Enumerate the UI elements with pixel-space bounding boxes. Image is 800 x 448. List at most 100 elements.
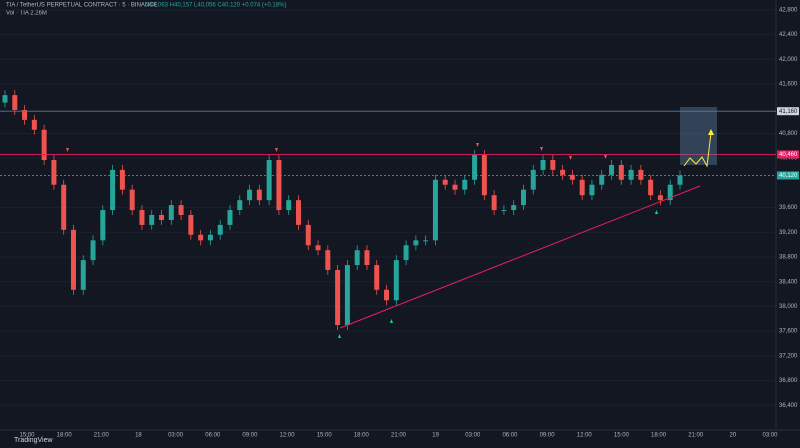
- x-tick-label: 06:00: [205, 433, 221, 439]
- x-tick-label: 18: [135, 433, 142, 439]
- candle-body: [423, 240, 429, 242]
- candle-body: [168, 205, 174, 220]
- current_price-label: 40,120: [779, 173, 798, 179]
- x-tick-label: 09:00: [540, 433, 556, 439]
- candle-body: [51, 160, 57, 185]
- x-tick-label: 18:00: [651, 433, 667, 439]
- current_price-tag: [777, 171, 799, 180]
- resistance-label: 40,460: [779, 152, 798, 158]
- candle-body: [110, 169, 116, 211]
- y-tick-label: 41,600: [779, 82, 798, 88]
- candle-body: [413, 240, 419, 246]
- volume-label: Vol · TIA 2.26M: [6, 11, 47, 17]
- y-tick-label: 36,400: [779, 403, 798, 409]
- candle-body: [530, 169, 536, 190]
- resistance-tag: [777, 150, 799, 159]
- projection-path: [683, 132, 712, 168]
- x-tick-label: 21:00: [391, 433, 407, 439]
- target_price-tag: [777, 107, 799, 116]
- candle-body: [325, 250, 331, 270]
- y-tick-label: 37,200: [779, 353, 798, 359]
- down-arrows: [66, 143, 607, 160]
- candle-body: [374, 265, 380, 290]
- candle-body: [256, 189, 262, 201]
- x-tick-label: 18:00: [354, 433, 370, 439]
- y-tick-label: 38,800: [779, 255, 798, 261]
- candle-body: [2, 95, 8, 103]
- candle-body: [22, 109, 28, 120]
- x-tick-label: 03:00: [465, 433, 481, 439]
- candle-body: [540, 160, 546, 170]
- y-tick-label: 42,400: [779, 32, 798, 38]
- x-tick-label: 21:00: [94, 433, 110, 439]
- candle-body: [61, 184, 67, 230]
- candle-body: [403, 245, 409, 261]
- candle-body: [100, 210, 106, 241]
- y-tick-label: 36,800: [779, 378, 798, 384]
- candle-body: [472, 155, 478, 180]
- candle-body: [364, 250, 370, 266]
- candle-body: [139, 210, 145, 225]
- candle-body: [599, 174, 605, 185]
- target_price-label: 41,160: [779, 109, 798, 115]
- candle-body: [237, 200, 243, 211]
- candle-body: [80, 260, 86, 290]
- ohlc-summary: O40,063 H40,157 L40,056 C40,120 +0.074 (…: [145, 3, 286, 9]
- candle-body: [677, 175, 683, 185]
- candle-body: [393, 260, 399, 301]
- candle-body: [188, 215, 194, 235]
- candle-body: [609, 164, 615, 175]
- x-tick-label: 15:00: [317, 433, 333, 439]
- y-tick-label: 38,000: [779, 304, 798, 310]
- y-tick-label: 37,600: [779, 329, 798, 335]
- y-tick-label: 42,000: [779, 57, 798, 63]
- candle-body: [520, 189, 526, 206]
- candle-body: [569, 174, 575, 180]
- candle-body: [628, 169, 634, 180]
- candle-body: [432, 179, 438, 241]
- x-tick-label: 03:00: [762, 433, 778, 439]
- x-tick-label: 15:00: [614, 433, 630, 439]
- candle-body: [648, 179, 654, 196]
- y-tick-label: 42,800: [779, 7, 798, 13]
- trend-line: [339, 185, 701, 329]
- candle-body: [667, 184, 673, 201]
- candle-body: [344, 265, 350, 325]
- y-tick-label: 38,400: [779, 279, 798, 285]
- candle-body: [286, 200, 292, 211]
- candle-body: [159, 215, 165, 220]
- candle-body: [12, 95, 18, 110]
- projection-box: [680, 107, 717, 165]
- y-tick-label: 40,400: [779, 156, 798, 162]
- candle-body: [90, 240, 96, 261]
- candle-body: [511, 205, 517, 211]
- up-arrows: [338, 210, 658, 338]
- candle-body: [315, 245, 321, 251]
- candle-body: [305, 224, 311, 246]
- candle-body: [266, 160, 272, 201]
- candle-body: [452, 184, 458, 190]
- candle-body: [462, 179, 468, 190]
- candle-body: [657, 195, 663, 201]
- y-tick-label: 40,800: [779, 131, 798, 137]
- candle-body: [198, 234, 204, 241]
- brand: TradingView: [14, 437, 53, 444]
- candle-body: [579, 179, 585, 196]
- candle-body: [618, 164, 624, 180]
- x-tick-label: 21:00: [688, 433, 704, 439]
- candle-body: [207, 234, 213, 241]
- candle-body: [550, 160, 556, 170]
- candle-body: [227, 210, 233, 225]
- candle-body: [247, 189, 253, 201]
- y-tick-label: 39,200: [779, 230, 798, 236]
- x-tick-label: 12:00: [577, 433, 593, 439]
- y-tick-label: 39,600: [779, 205, 798, 211]
- candle-body: [119, 169, 125, 190]
- x-tick-label: 15:00: [19, 433, 35, 439]
- candle-body: [354, 250, 360, 266]
- x-tick-label: 20: [730, 433, 737, 439]
- candle-body: [501, 210, 507, 212]
- candle-body: [384, 289, 390, 301]
